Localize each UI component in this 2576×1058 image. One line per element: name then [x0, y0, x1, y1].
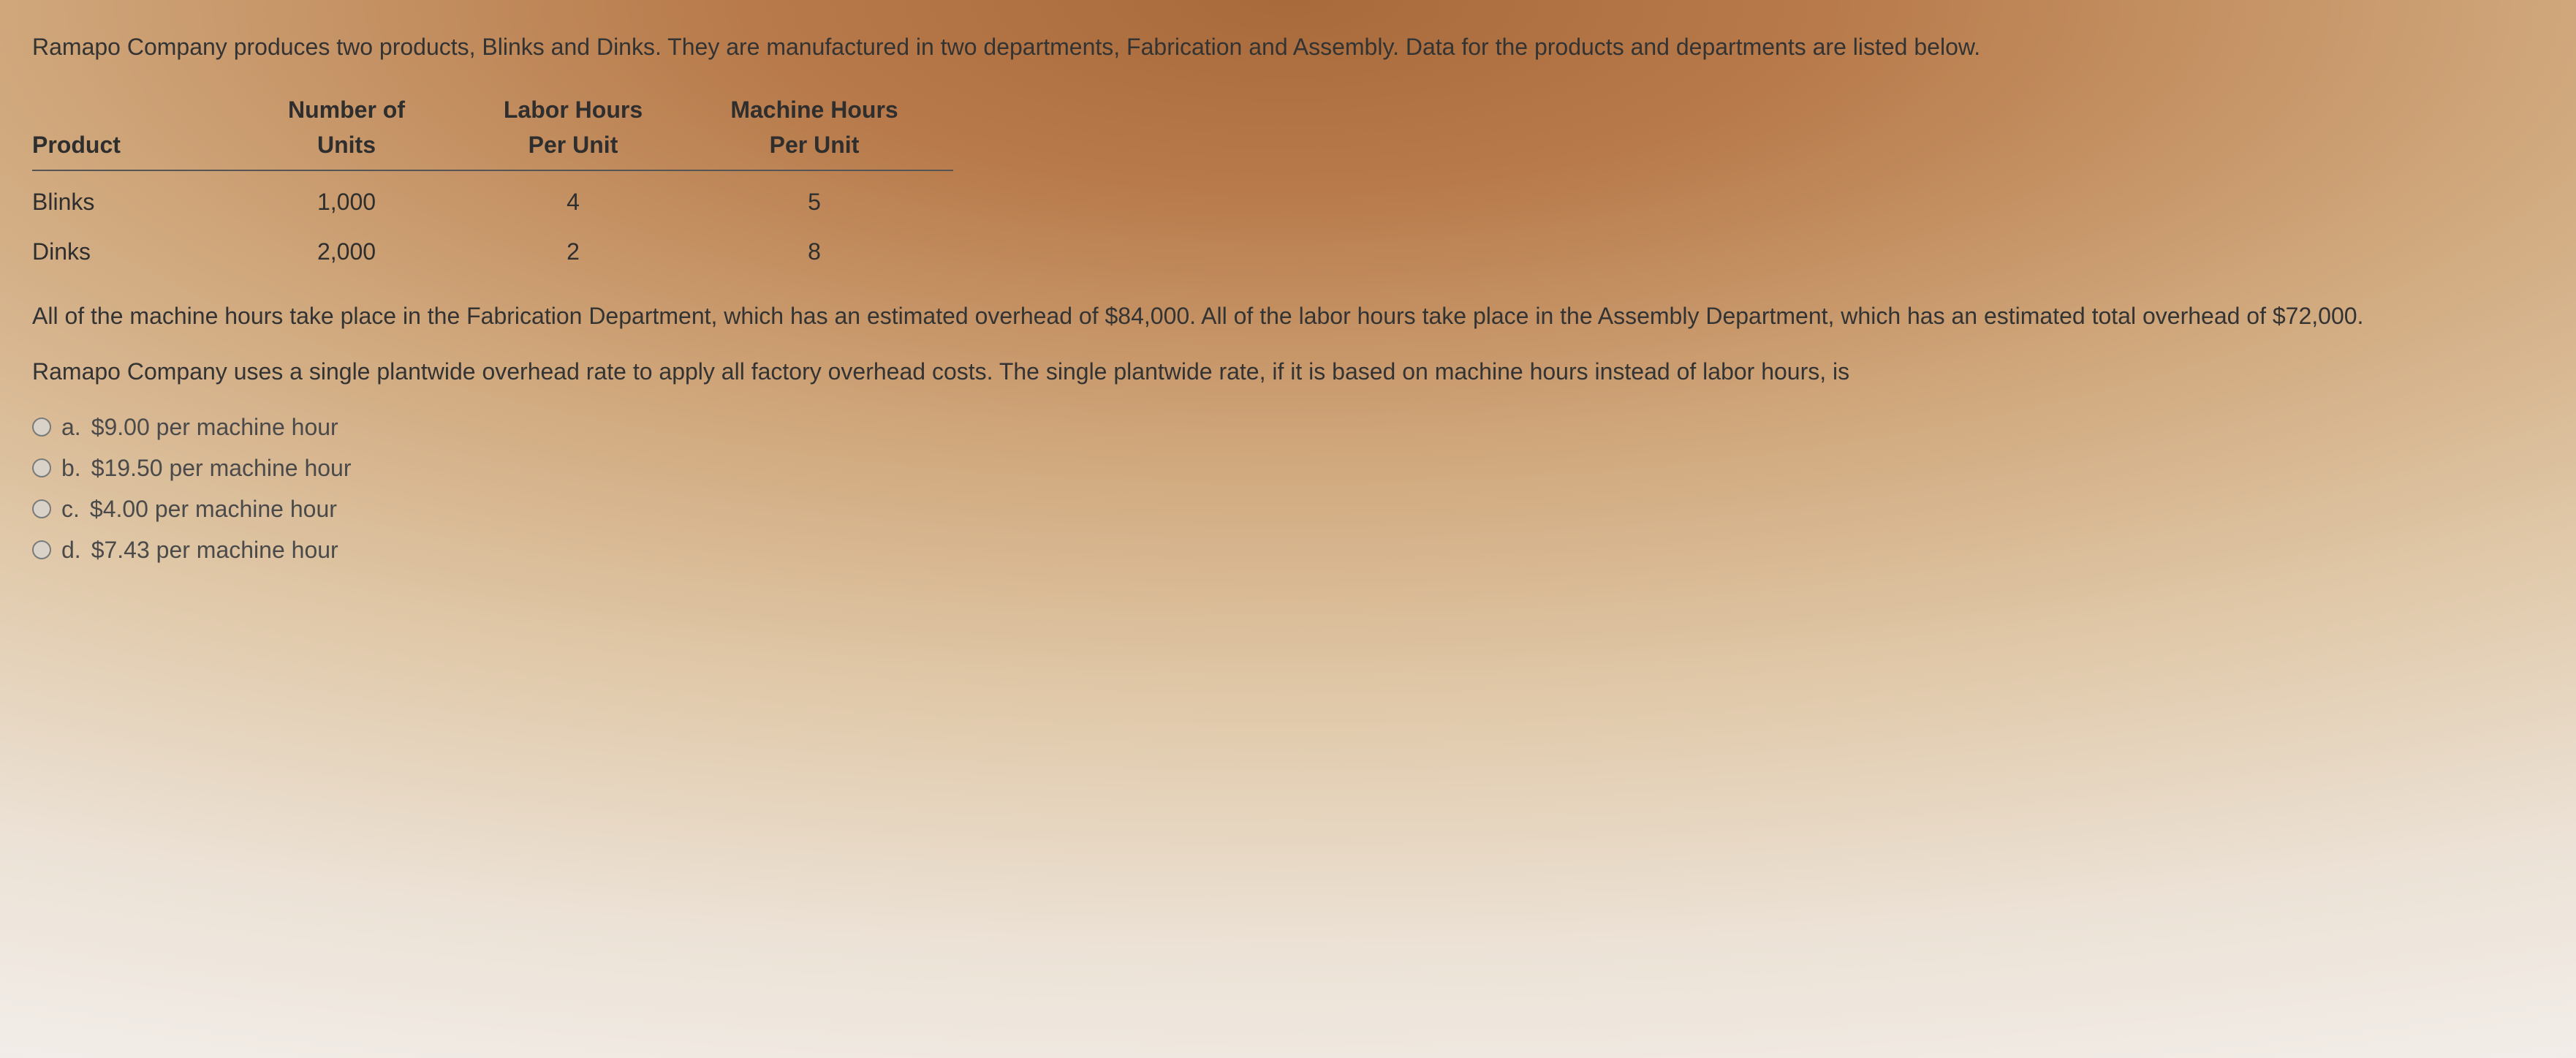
- col-header-units: Number of Units: [251, 85, 471, 170]
- option-letter: d.: [61, 532, 81, 567]
- option-text: $7.43 per machine hour: [91, 532, 338, 567]
- cell-units: 2,000: [251, 227, 471, 276]
- cell-machine: 8: [705, 227, 953, 276]
- col-header-labor: Labor Hours Per Unit: [471, 85, 705, 170]
- table-row: Dinks 2,000 2 8: [32, 227, 953, 276]
- col-header-machine: Machine Hours Per Unit: [705, 85, 953, 170]
- cell-machine: 5: [705, 170, 953, 227]
- option-letter: b.: [61, 450, 81, 485]
- radio-icon[interactable]: [32, 458, 51, 477]
- question-stem: Ramapo Company uses a single plantwide o…: [32, 354, 2547, 389]
- radio-icon[interactable]: [32, 499, 51, 518]
- overhead-paragraph: All of the machine hours take place in t…: [32, 298, 2547, 333]
- col-header-line1: Machine Hours: [705, 92, 924, 127]
- table-row: Blinks 1,000 4 5: [32, 170, 953, 227]
- col-header-line2: Per Unit: [471, 127, 675, 162]
- table-header-row: Product Number of Units Labor Hours Per …: [32, 85, 953, 170]
- option-text: $19.50 per machine hour: [91, 450, 352, 485]
- product-data-table: Product Number of Units Labor Hours Per …: [32, 85, 953, 276]
- option-d[interactable]: d. $7.43 per machine hour: [32, 532, 2547, 567]
- cell-product: Dinks: [32, 227, 251, 276]
- radio-icon[interactable]: [32, 540, 51, 559]
- col-header-line2: Product: [32, 127, 222, 162]
- cell-units: 1,000: [251, 170, 471, 227]
- col-header-line2: Units: [251, 127, 442, 162]
- cell-labor: 2: [471, 227, 705, 276]
- option-letter: a.: [61, 409, 81, 445]
- col-header-line1: Number of: [251, 92, 442, 127]
- radio-icon[interactable]: [32, 417, 51, 437]
- col-header-line1: Labor Hours: [471, 92, 675, 127]
- option-text: $4.00 per machine hour: [90, 491, 337, 526]
- col-header-product: Product: [32, 85, 251, 170]
- option-text: $9.00 per machine hour: [91, 409, 338, 445]
- option-c[interactable]: c. $4.00 per machine hour: [32, 491, 2547, 526]
- cell-product: Blinks: [32, 170, 251, 227]
- option-letter: c.: [61, 491, 80, 526]
- question-intro: Ramapo Company produces two products, Bl…: [32, 29, 2547, 64]
- cell-labor: 4: [471, 170, 705, 227]
- option-b[interactable]: b. $19.50 per machine hour: [32, 450, 2547, 485]
- answer-options: a. $9.00 per machine hour b. $19.50 per …: [32, 409, 2547, 567]
- col-header-line2: Per Unit: [705, 127, 924, 162]
- option-a[interactable]: a. $9.00 per machine hour: [32, 409, 2547, 445]
